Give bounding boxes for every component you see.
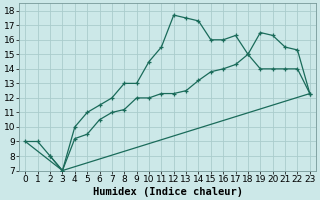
X-axis label: Humidex (Indice chaleur): Humidex (Indice chaleur) bbox=[92, 186, 243, 197]
